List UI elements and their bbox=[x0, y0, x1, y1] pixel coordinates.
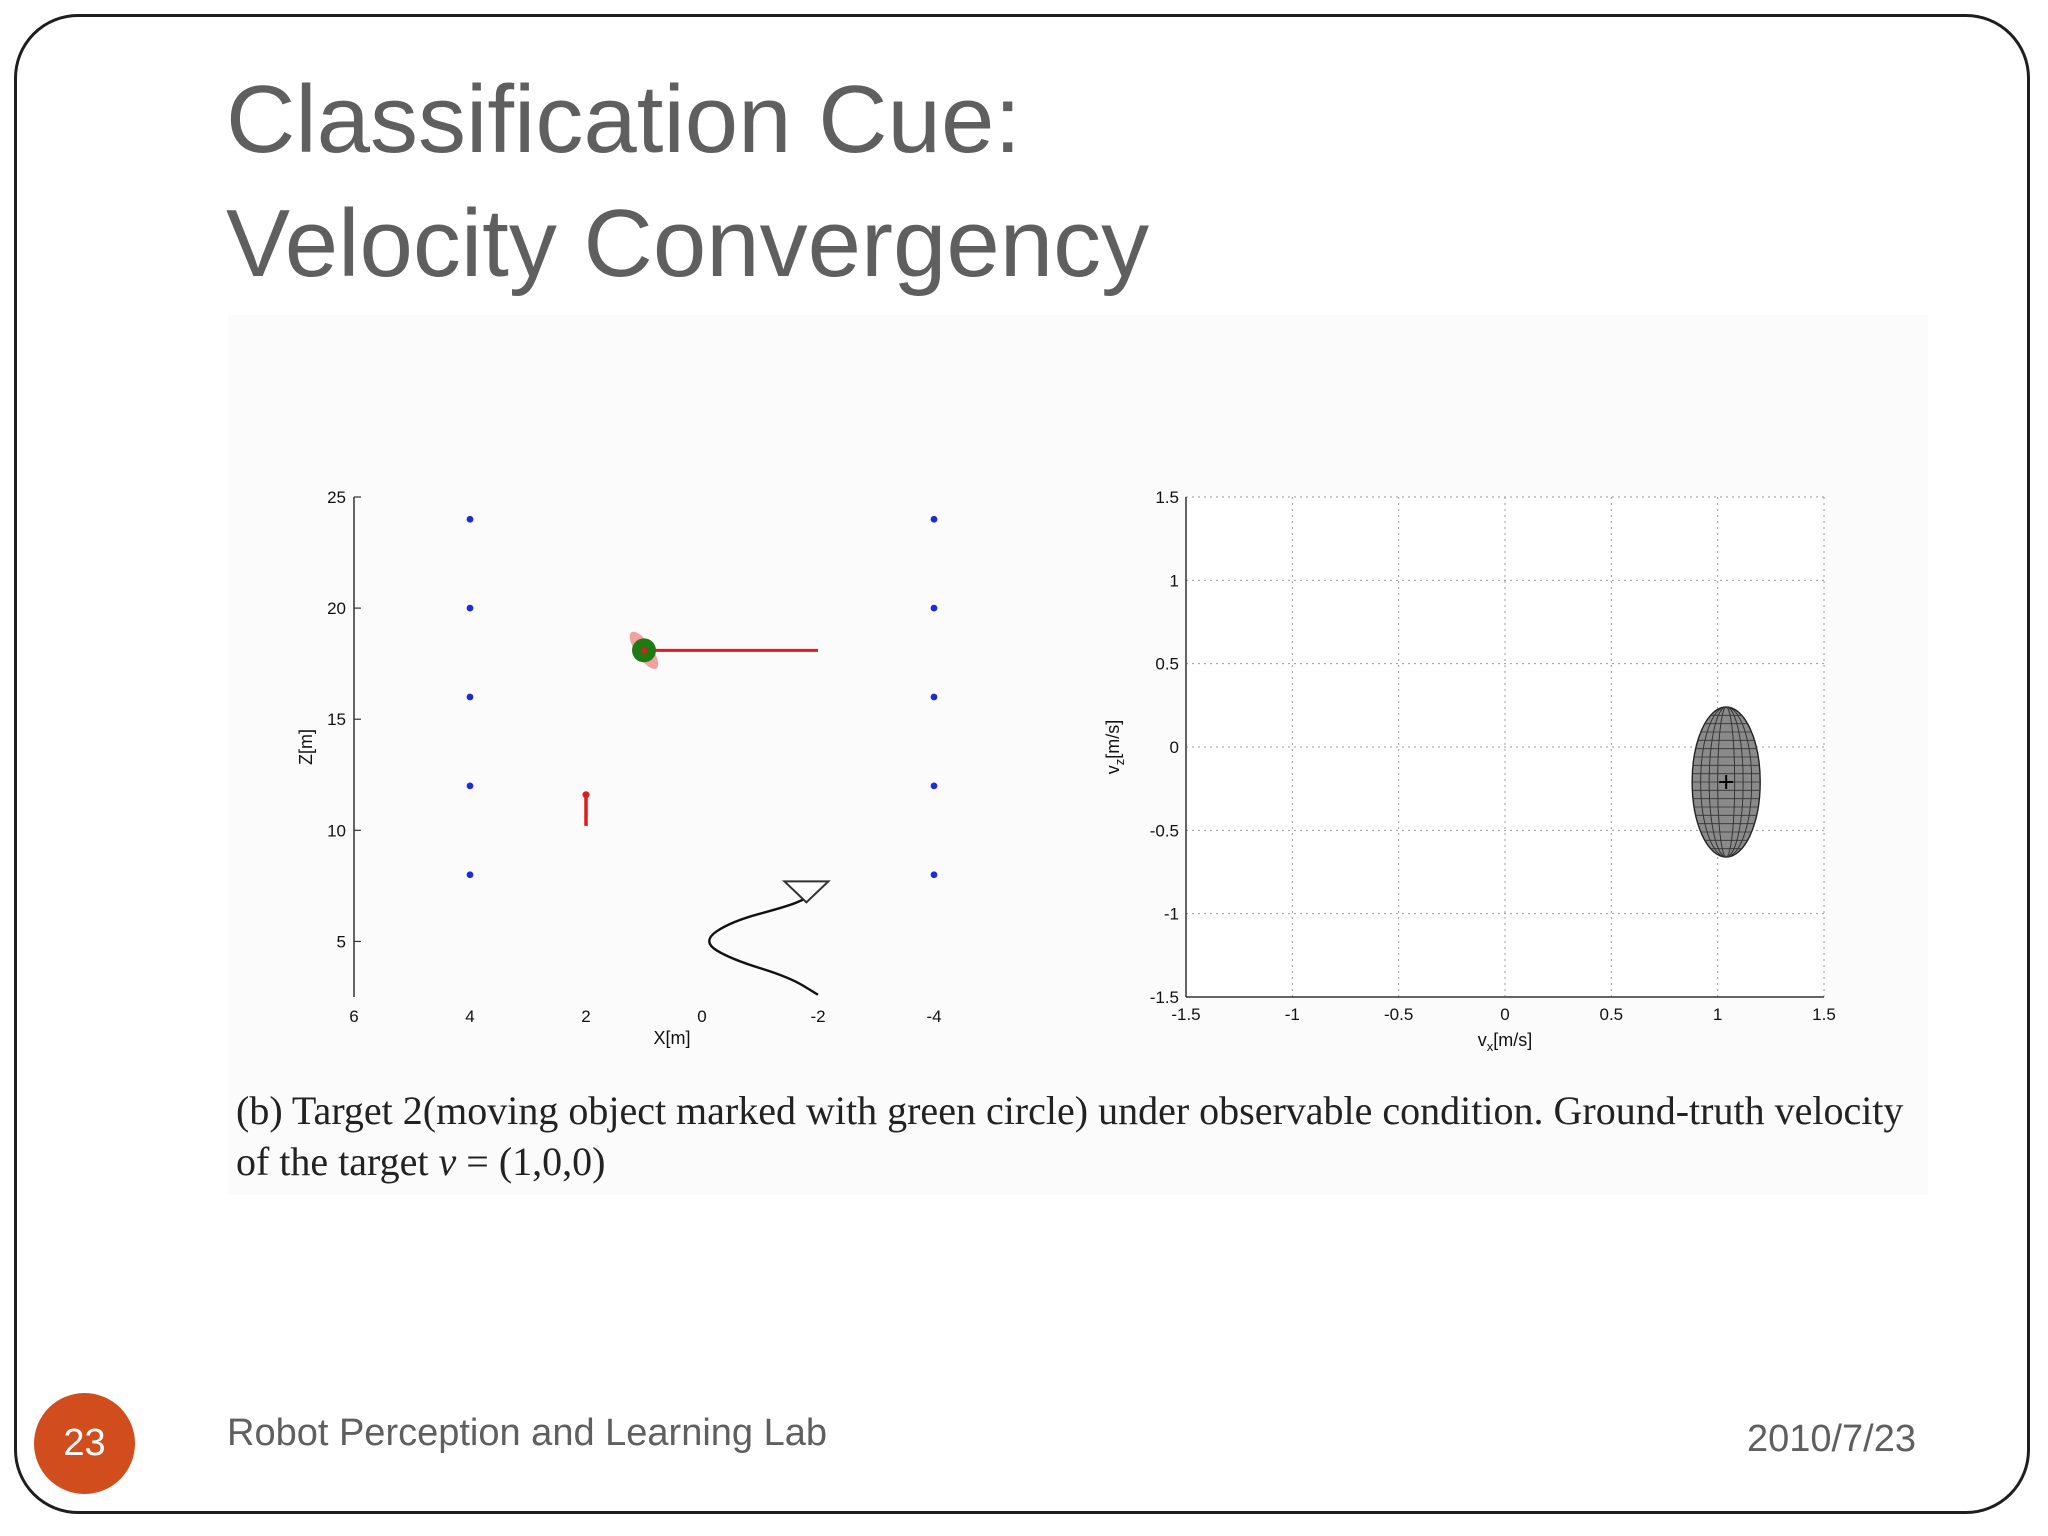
slide-title: Classification Cue: Velocity Convergency bbox=[226, 58, 1149, 306]
camera-triangle-marker bbox=[781, 880, 831, 904]
right-y-tick-label: -1.5 bbox=[1150, 988, 1179, 1007]
left-y-tick-label: 15 bbox=[327, 710, 346, 729]
landmark-point bbox=[930, 782, 938, 790]
title-line-1: Classification Cue: bbox=[226, 66, 1021, 173]
landmark-point bbox=[930, 515, 938, 523]
page-number: 23 bbox=[63, 1422, 106, 1464]
right-y-tick-label: 0 bbox=[1170, 738, 1179, 757]
right-x-tick-label: 0 bbox=[1500, 1005, 1509, 1024]
right-x-tick-label: -1.5 bbox=[1171, 1005, 1200, 1024]
camera-trajectory bbox=[708, 897, 819, 996]
left-x-tick-label: 6 bbox=[349, 1007, 358, 1026]
ellipsoid-mesh-meridian bbox=[1700, 706, 1753, 858]
right-y-tick-label: -0.5 bbox=[1150, 821, 1179, 840]
right-x-tick-label: 0.5 bbox=[1600, 1005, 1624, 1024]
target-center-point bbox=[641, 647, 647, 654]
right-y-subscript: z bbox=[1112, 759, 1127, 766]
right-y-tick-label: 1.5 bbox=[1155, 488, 1179, 507]
right-x-tick-label: -0.5 bbox=[1384, 1005, 1413, 1024]
caption-value: = (1,0,0) bbox=[456, 1139, 606, 1184]
right-x-tick-label: 1.5 bbox=[1812, 1005, 1836, 1024]
caption-variable: v bbox=[438, 1139, 457, 1184]
figure-caption: (b) Target 2(moving object marked with g… bbox=[236, 1085, 1916, 1187]
left-y-tick-label: 20 bbox=[327, 599, 346, 618]
left-y-tick-label: 10 bbox=[327, 821, 346, 840]
right-y-tick-label: 1 bbox=[1170, 571, 1179, 590]
right-y-tick-label: -1 bbox=[1164, 905, 1179, 924]
right-x-axis-label: vx[m/s] bbox=[1478, 1030, 1533, 1054]
right-x-subscript: x bbox=[1487, 1039, 1494, 1054]
static-object-point bbox=[582, 791, 590, 799]
landmark-point bbox=[930, 693, 938, 701]
right-y-unit: [m/s] bbox=[1103, 720, 1123, 759]
landmark-point bbox=[466, 871, 474, 879]
right-y-ticks: -1.5 -1 -0.5 0 0.5 1 1.5 bbox=[1150, 488, 1179, 1007]
landmark-point bbox=[930, 604, 938, 612]
right-x-tick-label: 1 bbox=[1713, 1005, 1722, 1024]
footer-lab-name: Robot Perception and Learning Lab bbox=[227, 1412, 828, 1454]
figure-image: 5 10 15 20 25 6 4 2 0 -2 -4 X[m] Z[m] -1.5 -1 -0.5 0… bbox=[228, 315, 1928, 1195]
right-x-ticks: -1.5 -1 -0.5 0 0.5 1 1.5 bbox=[1171, 1005, 1835, 1024]
right-y-tick-label: 0.5 bbox=[1155, 655, 1179, 674]
left-x-tick-label: 4 bbox=[465, 1007, 474, 1026]
left-x-tick-label: -4 bbox=[926, 1007, 941, 1026]
left-y-ticks: 5 10 15 20 25 bbox=[327, 488, 361, 951]
left-x-axis-label: X[m] bbox=[653, 1028, 690, 1048]
left-y-tick-label: 5 bbox=[337, 932, 346, 951]
right-y-axis-label: vz[m/s] bbox=[1103, 720, 1127, 775]
page-number-badge: 23 bbox=[34, 1393, 135, 1494]
left-x-tick-label: 0 bbox=[697, 1007, 706, 1026]
landmark-point bbox=[466, 693, 474, 701]
landmark-point bbox=[930, 871, 938, 879]
landmark-point bbox=[466, 782, 474, 790]
footer-date: 2010/7/23 bbox=[1746, 1418, 1916, 1460]
right-x-tick-label: -1 bbox=[1285, 1005, 1300, 1024]
landmark-point bbox=[466, 515, 474, 523]
title-line-2: Velocity Convergency bbox=[226, 190, 1150, 297]
caption-text: (b) Target 2(moving object marked with g… bbox=[236, 1088, 1904, 1184]
landmark-point bbox=[466, 604, 474, 612]
left-x-tick-label: -2 bbox=[810, 1007, 825, 1026]
left-y-tick-label: 25 bbox=[327, 488, 346, 507]
right-marks bbox=[1691, 706, 1761, 858]
left-marks bbox=[466, 515, 938, 996]
left-x-tick-label: 2 bbox=[581, 1007, 590, 1026]
left-y-axis-label: Z[m] bbox=[296, 729, 316, 765]
right-plot: -1.5 -1 -0.5 0 0.5 1 1.5 -1.5 -1 -0.5 0 0.5 1 1.5 vx… bbox=[1103, 488, 1836, 1054]
right-x-unit: [m/s] bbox=[1493, 1030, 1532, 1050]
left-x-ticks: 6 4 2 0 -2 -4 bbox=[349, 1007, 941, 1026]
